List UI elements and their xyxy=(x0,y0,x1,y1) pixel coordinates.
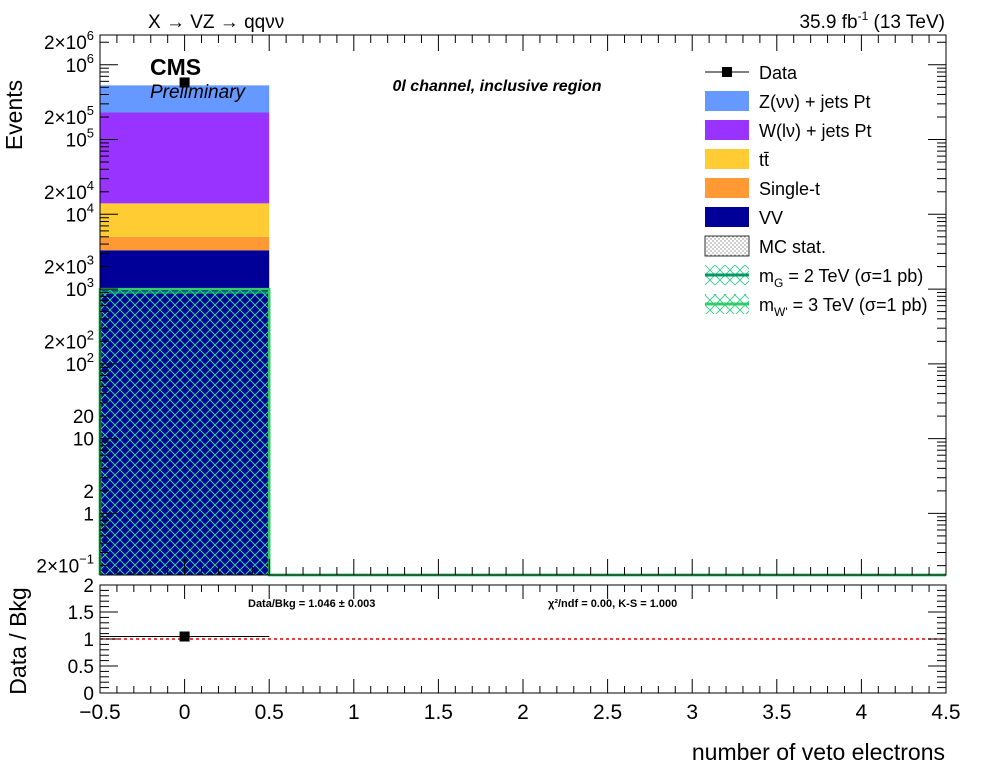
x-tick-label: 1.5 xyxy=(424,701,453,724)
x-tick-label: 0.5 xyxy=(255,701,284,724)
x-tick-label: 2.5 xyxy=(593,701,622,724)
legend-label: Data xyxy=(759,63,798,83)
legend-label: mG = 2 TeV (σ=1 pb) xyxy=(759,266,923,290)
x-tick-label: 0 xyxy=(179,701,191,724)
y-tick-label: 2×102 xyxy=(44,327,94,353)
cms-label: CMS xyxy=(150,54,201,80)
signal-hatch-1 xyxy=(100,289,270,575)
channel-label: 0l channel, inclusive region xyxy=(393,78,602,95)
ratio-y-ticks: 0 0.5 1 1.5 2 xyxy=(68,576,946,705)
y-axis-label-ratio: Data / Bkg xyxy=(5,587,31,694)
legend-entry: MC stat. xyxy=(704,235,826,257)
ratio-y-tick-label: 1.5 xyxy=(68,603,94,624)
y-tick-label: 104 xyxy=(66,200,94,226)
y-tick-label: 2 xyxy=(83,482,94,503)
x-axis-label: number of veto electrons xyxy=(692,739,945,765)
y-tick-label: 10 xyxy=(73,430,94,451)
legend-label: Single-t xyxy=(759,179,820,199)
y-tick-label: 1 xyxy=(83,504,94,525)
legend-label: W(lν) + jets Pt xyxy=(759,121,872,141)
legend-label: tt̄ xyxy=(759,150,769,170)
x-tick-label: 1 xyxy=(348,701,360,724)
process-title: X → VZ → qqνν xyxy=(148,12,284,33)
ratio-panel: 00.511.52 −0.5 0 0.5 1 1.5 2 2.5 3 3.5 4 4.5 xyxy=(68,576,961,724)
y-tick-label: 20 xyxy=(73,407,94,428)
signal-histograms xyxy=(98,287,946,577)
legend-entry: Single-t xyxy=(705,178,820,199)
legend-label: VV xyxy=(759,208,783,228)
ratio-y-tick-label: 2 xyxy=(83,576,94,597)
bar-single-t xyxy=(100,236,270,251)
y-axis-label-events: Events xyxy=(1,80,27,150)
data-marker xyxy=(179,77,190,88)
x-tick-label: 3.5 xyxy=(762,701,791,724)
legend-entry: mW' = 3 TeV (σ=1 pb) xyxy=(705,294,928,319)
ratio-data-bkg-text: Data/Bkg = 1.046 ± 0.003 xyxy=(248,598,375,610)
lumi-label: 35.9 fb-1 (13 TeV) xyxy=(799,9,945,33)
main-x-ticks xyxy=(99,35,947,575)
x-tick-label: 4 xyxy=(856,701,868,724)
legend: Data Z(νν) + jets Pt W(lν) + jets Pt tt̄ Sin… xyxy=(704,63,928,319)
legend-entry: Z(νν) + jets Pt xyxy=(705,91,871,112)
legend-label: MC stat. xyxy=(759,237,826,257)
y-tick-label: 2×104 xyxy=(44,178,94,204)
ratio-y-tick-label: 0.5 xyxy=(68,657,94,678)
legend-entry: Data xyxy=(705,63,798,83)
bar-z-jets-pt xyxy=(100,85,270,113)
preliminary-label: Preliminary xyxy=(150,82,247,103)
ratio-chi2-text: χ²/ndf = 0.00, K-S = 1.000 xyxy=(548,598,677,610)
y-tick-label: 2×10−1 xyxy=(36,552,94,578)
y-tick-label: 105 xyxy=(66,126,94,152)
x-tick-label: 2 xyxy=(517,701,529,724)
bar-w-l-jets-pt xyxy=(100,112,270,204)
ratio-x-ticks: −0.5 0 0.5 1 1.5 2 2.5 3 3.5 4 4.5 xyxy=(79,585,961,724)
bar-tt- xyxy=(100,203,270,237)
legend-entry: mG = 2 TeV (σ=1 pb) xyxy=(705,265,923,290)
legend-entry: W(lν) + jets Pt xyxy=(705,120,872,141)
y-tick-label: 106 xyxy=(66,51,94,77)
x-tick-label: 4.5 xyxy=(931,701,960,724)
legend-entry: tt̄ xyxy=(705,149,769,170)
y-tick-label: 2×105 xyxy=(44,103,94,129)
data-points xyxy=(179,77,190,88)
legend-label: Z(νν) + jets Pt xyxy=(759,92,871,112)
ratio-marker xyxy=(179,631,190,642)
y-tick-label: 2×106 xyxy=(44,28,94,54)
legend-entry: VV xyxy=(705,207,783,228)
ratio-y-tick-label: 0 xyxy=(83,684,94,705)
ratio-points xyxy=(100,631,946,642)
x-tick-label: 3 xyxy=(686,701,698,724)
y-tick-label: 102 xyxy=(66,350,94,376)
y-tick-label: 103 xyxy=(66,275,94,301)
ratio-y-tick-label: 1 xyxy=(83,630,94,651)
x-tick-label: −0.5 xyxy=(79,701,120,724)
y-tick-label: 2×103 xyxy=(44,253,94,279)
legend-label: mW' = 3 TeV (σ=1 pb) xyxy=(759,295,928,319)
